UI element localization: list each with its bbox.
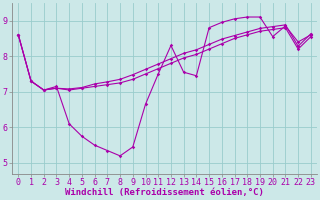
X-axis label: Windchill (Refroidissement éolien,°C): Windchill (Refroidissement éolien,°C) [65,188,264,197]
